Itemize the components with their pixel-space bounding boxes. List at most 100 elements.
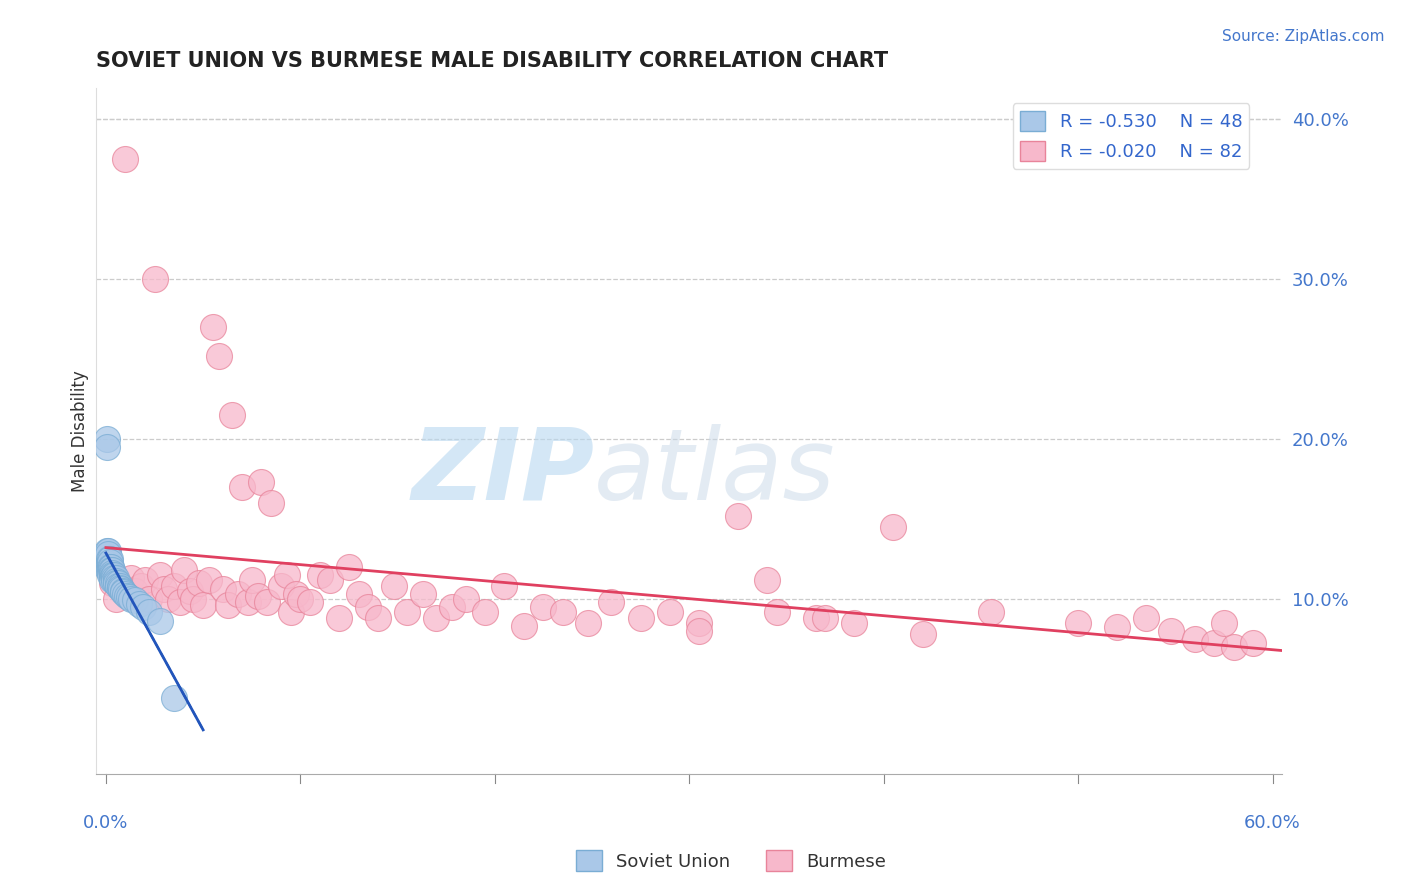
Point: [290, 591, 312, 606]
Point: [412, 587, 434, 601]
Point: [318, 573, 340, 587]
Point: [114, 153, 136, 167]
Point: [911, 627, 934, 641]
Point: [134, 573, 156, 587]
Point: [100, 575, 122, 590]
Point: [107, 575, 129, 590]
Point: [217, 598, 239, 612]
Point: [100, 567, 122, 582]
Point: [96, 432, 118, 446]
Point: [765, 605, 787, 619]
Point: [1184, 632, 1206, 646]
Point: [107, 579, 129, 593]
Point: [1160, 624, 1182, 638]
Point: [132, 599, 155, 614]
Legend: Soviet Union, Burmese: Soviet Union, Burmese: [569, 843, 893, 879]
Point: [112, 583, 135, 598]
Legend: R = -0.530    N = 48, R = -0.020    N = 82: R = -0.530 N = 48, R = -0.020 N = 82: [1012, 103, 1250, 169]
Point: [299, 595, 322, 609]
Point: [117, 589, 139, 603]
Point: [120, 571, 142, 585]
Point: [191, 598, 214, 612]
Point: [100, 563, 122, 577]
Point: [980, 605, 1002, 619]
Point: [143, 272, 166, 286]
Point: [100, 559, 122, 574]
Point: [494, 579, 516, 593]
Point: [124, 593, 146, 607]
Point: [1212, 615, 1234, 630]
Point: [153, 582, 176, 596]
Point: [108, 581, 131, 595]
Text: 60.0%: 60.0%: [1244, 814, 1301, 832]
Point: [1067, 615, 1090, 630]
Point: [882, 520, 904, 534]
Point: [688, 615, 710, 630]
Point: [97, 551, 120, 566]
Point: [474, 605, 496, 619]
Point: [454, 591, 477, 606]
Point: [173, 563, 195, 577]
Point: [804, 611, 827, 625]
Point: [100, 571, 122, 585]
Point: [101, 569, 124, 583]
Point: [576, 615, 599, 630]
Text: ZIP: ZIP: [412, 424, 595, 521]
Point: [97, 563, 120, 577]
Point: [97, 547, 120, 561]
Point: [103, 567, 125, 582]
Text: 0.0%: 0.0%: [83, 814, 128, 832]
Point: [658, 605, 681, 619]
Point: [103, 571, 125, 585]
Point: [285, 587, 308, 601]
Point: [440, 599, 463, 614]
Point: [211, 582, 233, 596]
Point: [328, 611, 350, 625]
Point: [308, 567, 330, 582]
Point: [236, 595, 259, 609]
Point: [240, 573, 263, 587]
Point: [357, 599, 380, 614]
Point: [347, 587, 370, 601]
Point: [425, 611, 447, 625]
Point: [112, 585, 135, 599]
Point: [226, 587, 249, 601]
Text: SOVIET UNION VS BURMESE MALE DISABILITY CORRELATION CHART: SOVIET UNION VS BURMESE MALE DISABILITY …: [96, 51, 889, 70]
Point: [98, 551, 121, 566]
Text: atlas: atlas: [595, 424, 837, 521]
Point: [231, 480, 253, 494]
Point: [630, 611, 652, 625]
Point: [814, 611, 837, 625]
Point: [183, 591, 205, 606]
Point: [104, 591, 127, 606]
Point: [97, 563, 120, 577]
Point: [844, 615, 866, 630]
Point: [110, 579, 132, 593]
Point: [1135, 611, 1157, 625]
Point: [98, 567, 121, 582]
Point: [600, 595, 623, 609]
Point: [104, 571, 127, 585]
Point: [114, 587, 136, 601]
Point: [188, 575, 211, 590]
Point: [551, 605, 574, 619]
Point: [104, 575, 127, 590]
Point: [110, 582, 132, 596]
Point: [382, 579, 405, 593]
Point: [169, 595, 191, 609]
Point: [163, 690, 186, 705]
Point: [138, 605, 160, 619]
Point: [96, 543, 118, 558]
Point: [128, 597, 150, 611]
Point: [201, 320, 224, 334]
Point: [1222, 640, 1244, 654]
Point: [367, 611, 389, 625]
Point: [198, 573, 221, 587]
Point: [100, 566, 122, 581]
Point: [97, 551, 120, 566]
Point: [149, 614, 172, 628]
Point: [256, 595, 278, 609]
Point: [1105, 620, 1128, 634]
Point: [100, 573, 122, 587]
Point: [108, 579, 131, 593]
